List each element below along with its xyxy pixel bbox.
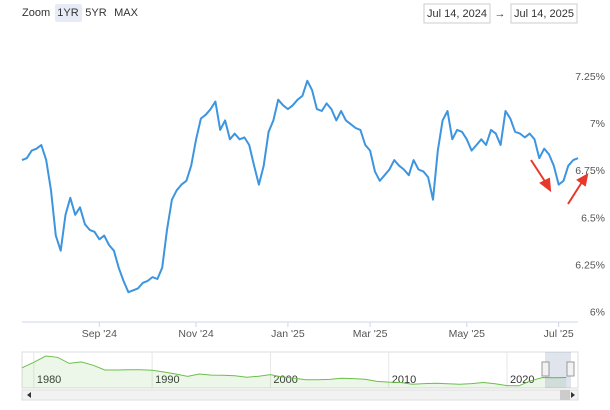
zoom-label: Zoom bbox=[22, 7, 50, 19]
y-axis: 6% 6.25% 6.5% 6.75% 7% 7.25% Sep '24 Nov '24 Jan… bbox=[82, 71, 605, 340]
data-line bbox=[21, 79, 579, 294]
y-tick-label: 7.25% bbox=[575, 71, 605, 83]
y-tick-label: 6.25% bbox=[575, 260, 605, 272]
y-tick-label: 6.5% bbox=[581, 212, 605, 224]
navigator-handle[interactable] bbox=[541, 361, 550, 377]
scrollbar-thumb[interactable] bbox=[560, 390, 570, 400]
annotations bbox=[530, 159, 589, 205]
zoom-button[interactable]: MAX bbox=[114, 7, 139, 19]
arrow bbox=[530, 159, 547, 184]
scroll-left[interactable] bbox=[27, 392, 31, 398]
scrollbar[interactable] bbox=[21, 389, 579, 401]
zoom-button[interactable]: 5YR bbox=[85, 7, 106, 19]
date-to: Jul 14, 2025 bbox=[514, 8, 574, 20]
date-input[interactable] bbox=[510, 3, 578, 24]
date-input[interactable] bbox=[423, 3, 491, 24]
navigator-outside bbox=[22, 352, 545, 388]
button-bg bbox=[55, 4, 82, 22]
nav-tick-label: 1980 bbox=[37, 374, 61, 386]
x-tick-label: Nov '24 bbox=[178, 328, 213, 340]
scroll-right[interactable] bbox=[571, 392, 575, 398]
navigator-handle[interactable] bbox=[566, 361, 575, 377]
y-tick-label: 6.75% bbox=[575, 165, 605, 177]
arrow-head bbox=[539, 177, 552, 193]
y-tick-label: 6% bbox=[590, 307, 605, 319]
arrow-head bbox=[576, 173, 589, 187]
x-tick-label: Jul '25 bbox=[544, 328, 574, 340]
zoom-button[interactable]: 1YR bbox=[57, 7, 78, 19]
nav-area bbox=[22, 356, 567, 388]
nav-tick-label: 2020 bbox=[510, 374, 534, 386]
y-tick-label: 7% bbox=[590, 118, 605, 130]
x-tick-label: Jan '25 bbox=[271, 328, 305, 340]
arrow bbox=[567, 181, 583, 205]
range-arrow: → bbox=[495, 8, 506, 20]
nav-line bbox=[21, 355, 567, 387]
x-tick-label: Mar '25 bbox=[353, 328, 388, 340]
x-tick-label: Sep '24 bbox=[82, 328, 117, 340]
date-from: Jul 14, 2024 bbox=[427, 8, 487, 20]
nav-tick-label: 1990 bbox=[155, 374, 179, 386]
navigator bbox=[21, 351, 579, 389]
x-tick-label: May '25 bbox=[449, 328, 486, 340]
